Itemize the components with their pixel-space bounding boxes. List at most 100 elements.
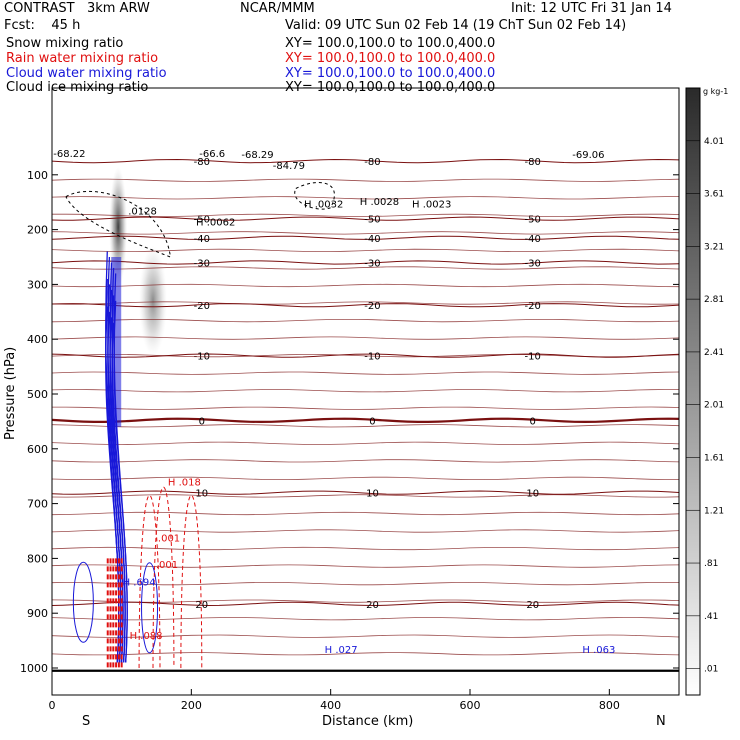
colorbar-tick-label: 3.21 — [704, 242, 724, 252]
y-tick-label: 500 — [27, 388, 48, 401]
isotherm-0 — [52, 417, 679, 424]
extremum-label: H .694 — [123, 577, 156, 588]
y-tick-label: 1000 — [20, 662, 48, 675]
isotherm-label: -50 — [525, 215, 541, 226]
isotherm-minor — [52, 529, 679, 533]
extremum-label: H .063 — [582, 645, 615, 656]
extremum-label: H .018 — [168, 478, 201, 489]
colorbar-tick-label: 3.61 — [704, 190, 724, 200]
isotherm-label: -30 — [525, 258, 541, 269]
isotherm-minor — [52, 213, 679, 218]
extremum-label: .001 — [156, 560, 178, 571]
isotherm-label: -80 — [364, 157, 380, 168]
isotherm-minor — [52, 459, 679, 463]
colorbar-tick-label: 2.01 — [704, 401, 724, 411]
isotherm-label: -30 — [194, 258, 210, 269]
y-tick-label: 400 — [27, 333, 48, 346]
rain-water-arch — [152, 487, 175, 669]
extremum-label: .001 — [158, 534, 180, 545]
isotherm-label: -50 — [364, 215, 380, 226]
isotherm-label: 0 — [199, 416, 205, 427]
cloud-water-low-east — [141, 562, 159, 654]
y-tick-label: 300 — [27, 278, 48, 291]
init-label: Init: 12 UTC Fri 31 Jan 14 — [511, 1, 672, 16]
isotherm-minor — [52, 634, 679, 638]
isotherm-minor — [52, 318, 679, 323]
isotherm-label: -30 — [364, 258, 380, 269]
field-cloud-xy: XY= 100.0,100.0 to 100.0,400.0 — [285, 66, 496, 81]
x-tick-label: 400 — [320, 699, 341, 712]
extremum-label: H .0062 — [196, 217, 235, 228]
extremum-label: .0128 — [128, 206, 157, 217]
x-tick-label: 200 — [181, 699, 202, 712]
snow-plume-lower — [139, 245, 168, 356]
y-tick-label: 800 — [27, 552, 48, 565]
cloud-ice-contour-upper — [294, 182, 335, 210]
x-axis-label: Distance (km) — [322, 714, 413, 729]
extremum-label: H .027 — [325, 645, 358, 656]
isotherm--40 — [52, 235, 679, 240]
isotherm-label: -80 — [525, 157, 541, 168]
y-tick-label: 100 — [27, 169, 48, 182]
isotherm-label: 10 — [366, 489, 379, 500]
isotherm-minor — [52, 494, 679, 498]
colorbar — [685, 87, 701, 696]
isotherm-label: -10 — [364, 352, 380, 363]
field-cloud-label: Cloud water mixing ratio — [6, 66, 167, 81]
extremum-label: H .0028 — [360, 197, 399, 208]
isotherm-minor — [52, 546, 679, 551]
isotherm--80 — [52, 158, 679, 164]
y-axis-label: Pressure (hPa) — [3, 347, 18, 440]
isotherm-label: -80 — [194, 157, 210, 168]
cloud-water-contour — [105, 306, 120, 663]
isotherm-minor — [52, 511, 679, 516]
cloud-water-core — [111, 257, 122, 427]
colorbar-tick-label: .01 — [704, 665, 718, 675]
title: CONTRAST 3km ARW — [4, 1, 150, 16]
isotherm-label: 10 — [195, 489, 208, 500]
isotherm-label: -20 — [194, 301, 210, 312]
temperature-extreme-label: -66.6 — [199, 149, 225, 160]
isotherm-label: 20 — [366, 600, 379, 611]
isotherm-label: -40 — [525, 234, 541, 245]
y-tick-label: 600 — [27, 443, 48, 456]
x-tick-label: 600 — [460, 699, 481, 712]
y-tick-label: 700 — [27, 498, 48, 511]
field-rain-label: Rain water mixing ratio — [6, 51, 159, 66]
cloud-water-contour — [109, 317, 124, 663]
isotherm-minor — [52, 231, 679, 235]
rain-water-arch — [180, 494, 203, 669]
isotherm-minor — [52, 424, 679, 428]
isotherm-minor — [52, 617, 679, 621]
isotherm-label: 0 — [530, 416, 536, 427]
temperature-extreme-label: -69.06 — [572, 150, 604, 161]
y-tick-label: 900 — [27, 607, 48, 620]
center-label: NCAR/MMM — [240, 1, 315, 16]
isotherm-minor — [52, 266, 679, 270]
cloud-ice-contour — [65, 190, 172, 258]
colorbar-tick-label: 2.81 — [704, 295, 724, 305]
isotherm-minor — [52, 283, 679, 288]
cloud-water-contour — [107, 311, 122, 663]
x-endpoint-right: N — [656, 714, 666, 729]
isotherm-minor — [52, 406, 679, 410]
rain-water-arch — [138, 494, 161, 669]
isotherm--50 — [52, 216, 679, 221]
y-tick-label: 200 — [27, 224, 48, 237]
isotherm-label: -20 — [525, 301, 541, 312]
isotherm-label: 20 — [526, 600, 539, 611]
extremum-label: H .0032 — [304, 199, 343, 210]
valid-label: Valid: 09 UTC Sun 02 Feb 14 (19 ChT Sun … — [285, 18, 627, 33]
isotherm-minor — [52, 301, 679, 305]
field-snow-label: Snow mixing ratio — [6, 36, 124, 51]
field-snow-xy: XY= 100.0,100.0 to 100.0,400.0 — [285, 36, 496, 51]
colorbar-tick-label: .81 — [704, 559, 718, 569]
extremum-label: H .088 — [130, 631, 163, 642]
plot-frame — [51, 87, 680, 696]
isotherm--30 — [52, 260, 679, 265]
isotherm-minor — [52, 336, 679, 340]
isotherm-minor — [52, 599, 679, 603]
isotherm-10 — [52, 490, 679, 495]
temperature-extreme-label: -68.29 — [241, 150, 273, 161]
